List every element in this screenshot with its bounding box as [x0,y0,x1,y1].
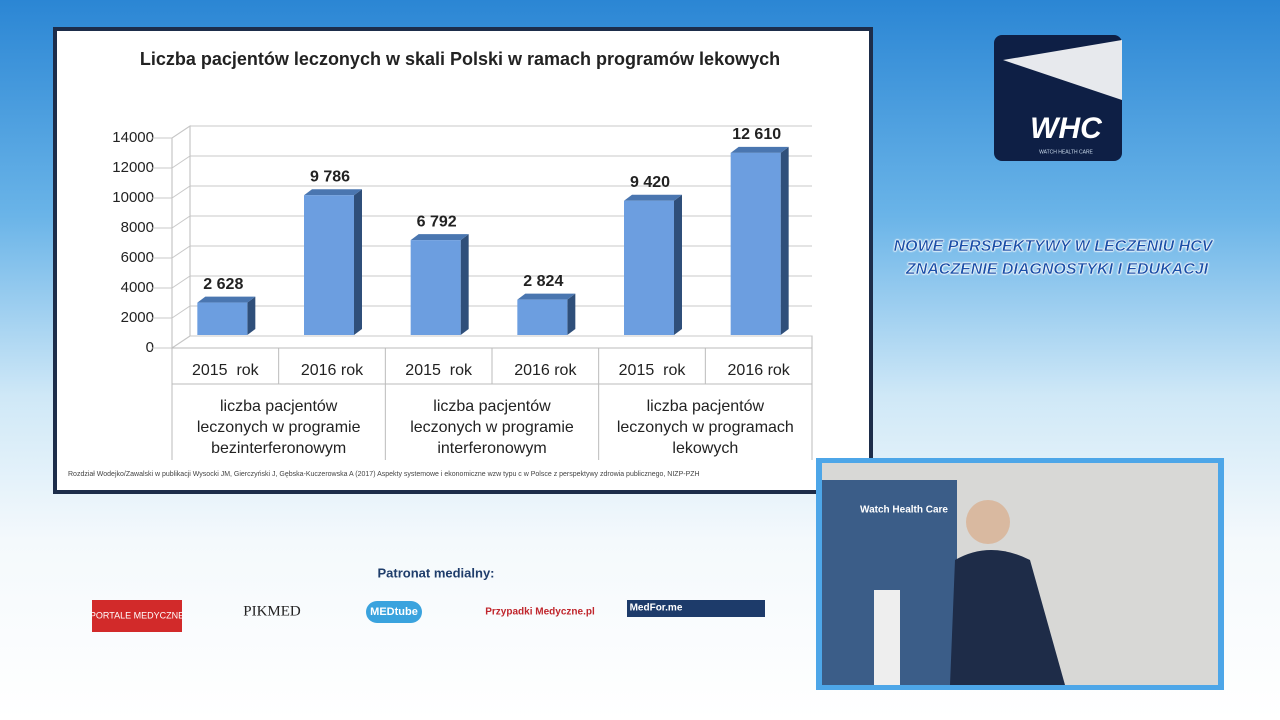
y-tick-label: 8000 [121,219,154,236]
bar [304,195,354,335]
patron-logo-bg [366,601,422,623]
bar-side [780,146,789,335]
patron-logo: MEDtube [370,606,418,618]
logo-beam [1003,40,1122,100]
bar [730,152,781,335]
bar-top [517,293,576,300]
patron-logo-bg [627,600,765,617]
bar-side [460,234,469,335]
value-label: 9 786 [310,168,350,185]
patron-logo: PIKMED [243,603,301,619]
x-tick-label: 2015 rok [192,362,260,379]
patron-logo: PORTALE MEDYCZNE [90,610,184,620]
person-head [966,500,1010,544]
bar-top [197,296,256,303]
x-tick-label: 2016 rok [514,362,577,379]
bar [624,200,674,335]
x-tick-label: 2015 rok [405,362,473,379]
bar-side [247,296,256,335]
bar-side [354,189,362,335]
grid-line [152,275,812,289]
bar-side [567,293,576,335]
grid-line [152,335,812,349]
y-tick-label: 12000 [112,159,154,176]
value-label: 2 628 [203,276,243,293]
x-tick-label: 2016 rok [728,362,791,379]
logo-caption: WATCH HEALTH CARE [1039,149,1093,155]
bar-top [624,194,682,201]
bar-top [730,146,789,153]
value-label: 6 792 [417,213,457,230]
lighthouse [874,590,900,685]
grid-line [152,155,812,169]
y-tick-label: 14000 [112,129,154,146]
group-label: liczba pacjentów leczonych w programie b… [196,398,361,457]
grid-line [152,215,812,229]
value-label: 12 610 [732,126,781,143]
header-line: ZNACZENIE DIAGNOSTYKI I EDUKACJI [905,261,1209,278]
grid-line [152,305,812,319]
patron-logo: Przypadki Medyczne.pl [485,607,595,618]
bar [410,240,461,335]
x-tick-label: 2016 rok [301,362,364,379]
patron-title: Patronat medialny: [377,565,494,580]
patron-logo: MedFor.me [630,603,683,614]
source-note: Rozdział Wodejko/Zawalski w publikacji W… [68,471,700,478]
patron-logo-bg [92,600,182,632]
value-label: 2 824 [523,273,563,290]
chart-title: Liczba pacjentów leczonych w skali Polsk… [139,49,781,69]
logo-mark: WHC [1030,112,1103,145]
grid-line [152,245,812,259]
bar-top [410,234,469,241]
y-tick-label: 4000 [121,279,154,296]
group-label: liczba pacjentów leczonych w programach … [616,398,794,457]
bar [197,302,248,335]
value-label: 9 420 [630,174,670,191]
bar-top [304,189,362,196]
y-tick-label: 0 [146,339,154,356]
person [950,550,1065,685]
y-tick-label: 10000 [112,189,154,206]
x-tick-label: 2015 rok [619,362,687,379]
bar [517,299,568,335]
grid-line [152,185,812,199]
group-label: liczba pacjentów leczonych w programie i… [410,398,574,457]
y-tick-label: 2000 [121,309,154,326]
bar-side [674,194,682,335]
grid-line [152,125,812,139]
video-banner-text: Watch Health Care [860,505,948,516]
header-line: NOWE PERSPEKTYWY W LECZENIU HCV [893,238,1213,255]
y-tick-label: 6000 [121,249,154,266]
